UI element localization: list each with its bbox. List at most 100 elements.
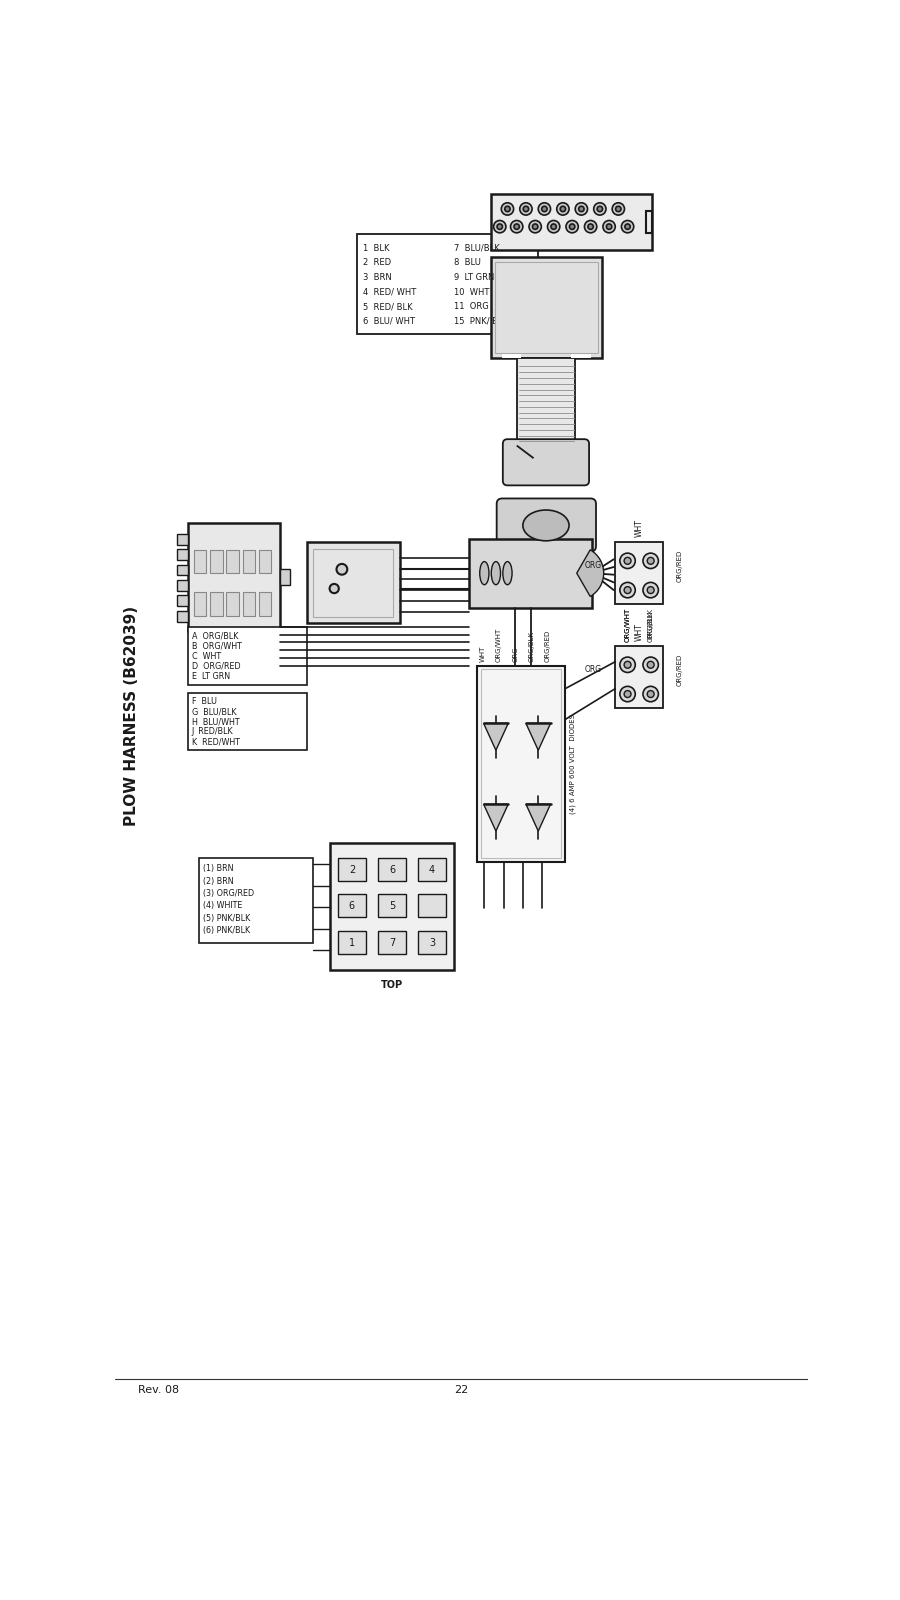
Bar bbox=[502, 344, 521, 357]
Bar bbox=[491, 258, 602, 357]
Bar bbox=[338, 931, 365, 954]
Bar bbox=[418, 858, 446, 882]
Circle shape bbox=[598, 206, 602, 211]
Bar bbox=[378, 894, 406, 917]
Text: 10  WHT: 10 WHT bbox=[454, 288, 490, 296]
Text: 1: 1 bbox=[349, 938, 355, 947]
Bar bbox=[177, 611, 188, 622]
Circle shape bbox=[579, 206, 584, 211]
Text: (6) PNK/BLK: (6) PNK/BLK bbox=[203, 926, 250, 934]
Circle shape bbox=[497, 224, 502, 229]
Text: ORG/WHT: ORG/WHT bbox=[496, 627, 502, 662]
Circle shape bbox=[584, 221, 597, 234]
Circle shape bbox=[607, 224, 612, 229]
Circle shape bbox=[624, 661, 631, 669]
Circle shape bbox=[643, 582, 659, 598]
Text: ORG/BLK: ORG/BLK bbox=[528, 630, 535, 662]
Text: WHT: WHT bbox=[480, 645, 486, 662]
Bar bbox=[313, 549, 393, 618]
Bar bbox=[418, 931, 446, 954]
Text: 11  ORG: 11 ORG bbox=[454, 302, 489, 312]
Circle shape bbox=[547, 221, 560, 234]
Circle shape bbox=[501, 203, 514, 214]
Bar bbox=[188, 627, 307, 685]
Bar bbox=[491, 194, 652, 250]
Text: ORG: ORG bbox=[584, 666, 601, 674]
Text: 5  RED/ BLK: 5 RED/ BLK bbox=[364, 302, 413, 312]
Polygon shape bbox=[526, 723, 551, 750]
Bar bbox=[469, 539, 592, 608]
Text: (4) 6 AMP 600 VOLT  DIODES: (4) 6 AMP 600 VOLT DIODES bbox=[569, 714, 576, 814]
Bar bbox=[378, 858, 406, 882]
Circle shape bbox=[523, 206, 528, 211]
Bar bbox=[307, 542, 400, 622]
Circle shape bbox=[337, 563, 347, 574]
Ellipse shape bbox=[480, 562, 489, 584]
Bar bbox=[338, 858, 365, 882]
Circle shape bbox=[566, 221, 579, 234]
Bar bbox=[227, 592, 239, 616]
Circle shape bbox=[620, 658, 635, 672]
Circle shape bbox=[570, 224, 575, 229]
Text: WHT: WHT bbox=[634, 520, 644, 538]
Text: Rev. 08: Rev. 08 bbox=[138, 1384, 179, 1395]
Text: G  BLU/BLK: G BLU/BLK bbox=[192, 707, 236, 717]
Text: (4) WHITE: (4) WHITE bbox=[203, 901, 243, 910]
Circle shape bbox=[624, 587, 631, 594]
Circle shape bbox=[538, 203, 551, 214]
Bar bbox=[211, 592, 222, 616]
Bar bbox=[194, 592, 206, 616]
Text: ORG: ORG bbox=[584, 562, 601, 570]
Text: 6  BLU/ WHT: 6 BLU/ WHT bbox=[364, 317, 416, 326]
Text: 9  LT GRN: 9 LT GRN bbox=[454, 274, 495, 282]
Text: ORG/BLK: ORG/BLK bbox=[648, 608, 653, 638]
Text: 4: 4 bbox=[429, 864, 435, 875]
Circle shape bbox=[603, 221, 616, 234]
Text: F  BLU: F BLU bbox=[192, 698, 217, 706]
Text: K  RED/WHT: K RED/WHT bbox=[192, 738, 239, 746]
Text: TOP: TOP bbox=[381, 981, 403, 990]
Text: 4  RED/ WHT: 4 RED/ WHT bbox=[364, 288, 417, 296]
Bar bbox=[646, 211, 652, 234]
Circle shape bbox=[643, 554, 659, 568]
Bar bbox=[227, 550, 239, 573]
Bar bbox=[418, 894, 446, 917]
Circle shape bbox=[647, 557, 654, 565]
Text: ORG/RED: ORG/RED bbox=[677, 549, 683, 581]
Text: E  LT GRN: E LT GRN bbox=[192, 672, 230, 682]
Text: ORG/RED: ORG/RED bbox=[677, 653, 683, 685]
Bar bbox=[177, 565, 188, 576]
Text: 2  RED: 2 RED bbox=[364, 258, 392, 267]
Text: J  RED/BLK: J RED/BLK bbox=[192, 728, 233, 736]
Circle shape bbox=[510, 221, 523, 234]
Ellipse shape bbox=[503, 562, 512, 584]
Bar bbox=[616, 542, 663, 603]
Circle shape bbox=[624, 691, 631, 698]
Text: 1  BLK: 1 BLK bbox=[364, 243, 390, 253]
Circle shape bbox=[323, 578, 345, 600]
Circle shape bbox=[624, 557, 631, 565]
Ellipse shape bbox=[523, 510, 569, 541]
Wedge shape bbox=[577, 550, 604, 597]
Text: B  ORG/WHT: B ORG/WHT bbox=[192, 642, 241, 651]
Circle shape bbox=[643, 658, 659, 672]
Text: 6: 6 bbox=[389, 864, 395, 875]
Text: ORG/BLK: ORG/BLK bbox=[648, 611, 653, 643]
Bar bbox=[177, 581, 188, 590]
Circle shape bbox=[621, 221, 634, 234]
Text: (3) ORG/RED: (3) ORG/RED bbox=[203, 890, 255, 898]
Text: WHT: WHT bbox=[634, 624, 644, 642]
Circle shape bbox=[612, 203, 625, 214]
Circle shape bbox=[647, 691, 654, 698]
Bar bbox=[243, 550, 255, 573]
Circle shape bbox=[529, 221, 541, 234]
Bar bbox=[177, 534, 188, 544]
Bar bbox=[243, 592, 255, 616]
Text: H  BLU/WHT: H BLU/WHT bbox=[192, 717, 239, 726]
Circle shape bbox=[647, 587, 654, 594]
Bar bbox=[357, 234, 538, 334]
Text: ORG/WHT: ORG/WHT bbox=[625, 608, 631, 643]
Circle shape bbox=[616, 206, 621, 211]
Bar bbox=[200, 858, 313, 942]
Circle shape bbox=[329, 584, 338, 594]
